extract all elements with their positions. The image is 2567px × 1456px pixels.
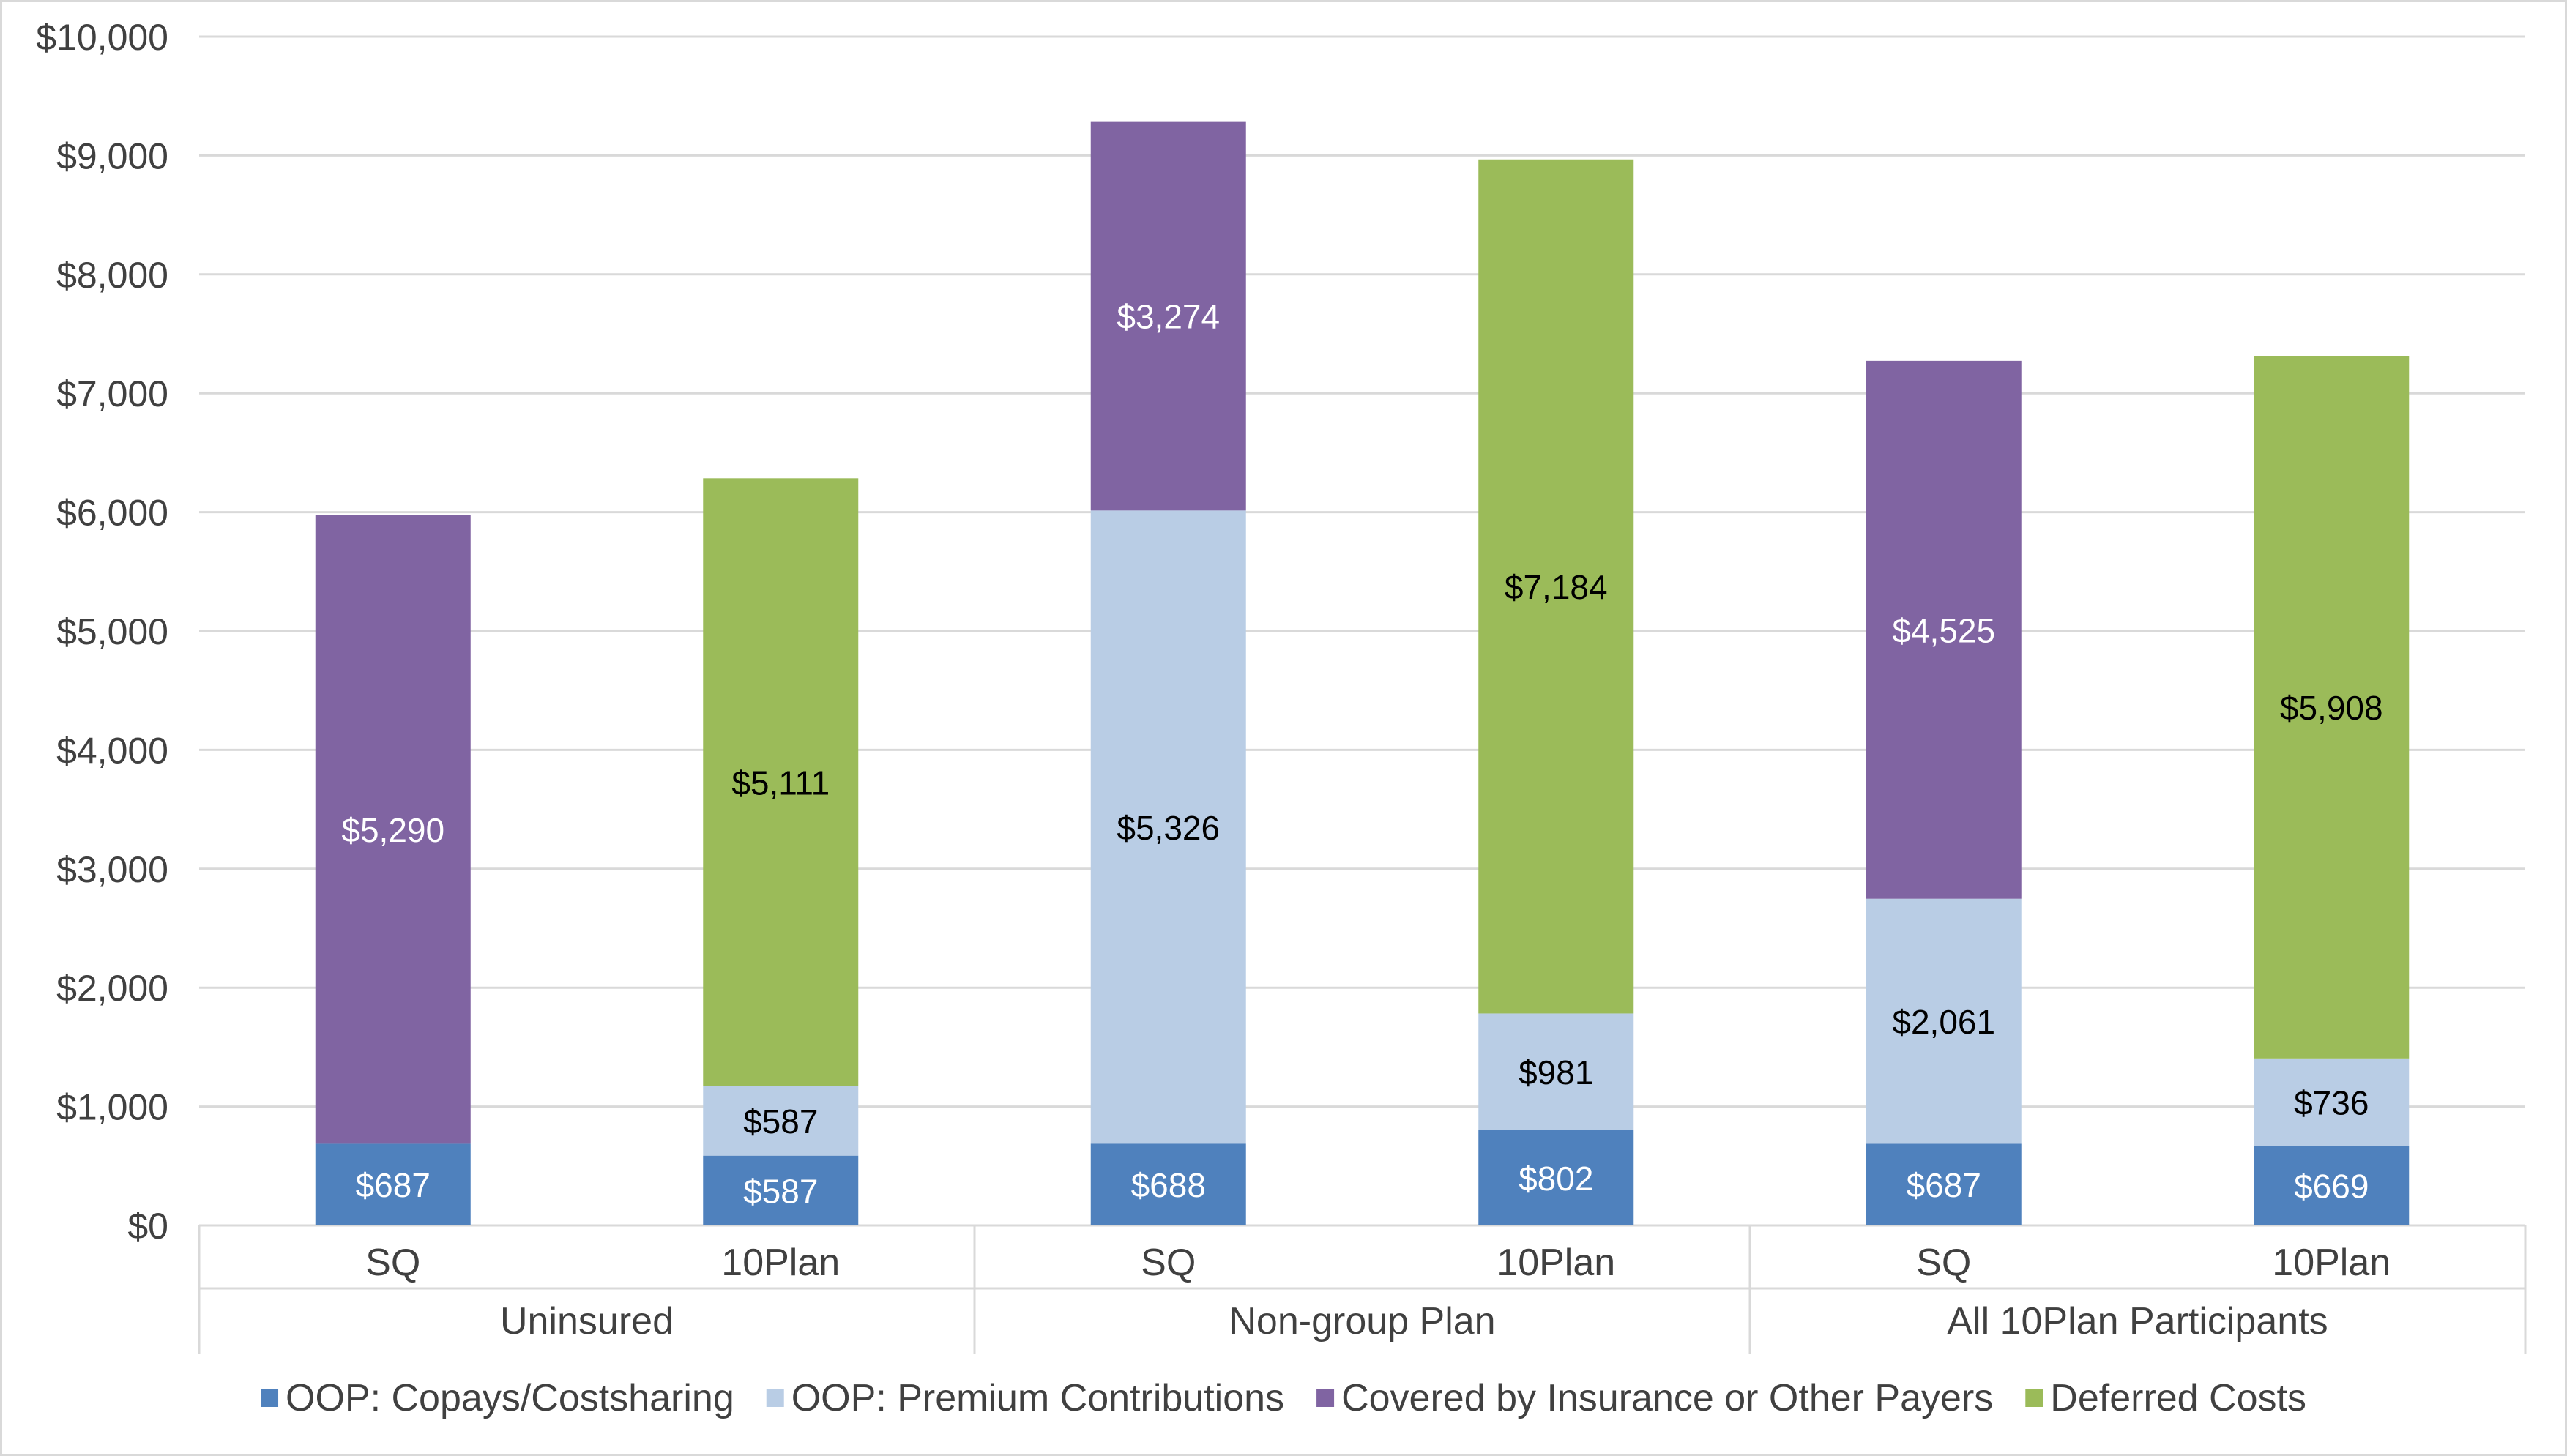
bar-data-label: $587 [743,1102,818,1140]
bar-segment [1090,1143,1246,1225]
bar-segment [2254,1058,2410,1146]
bar-segment [315,515,471,1144]
legend-label: Deferred Costs [2050,1377,2306,1419]
x-group-label: All 10Plan Participants [1947,1300,2328,1343]
x-group-label: Non-group Plan [1229,1300,1495,1343]
x-category-label: 10Plan [1497,1242,1615,1284]
bar-data-label: $687 [356,1166,431,1204]
x-category-label: SQ [1916,1242,1971,1284]
bar-segment [1866,360,2022,899]
bar-data-label: $3,274 [1117,297,1220,335]
y-tick-label: $3,000 [56,849,168,890]
x-category-label: 10Plan [721,1242,840,1284]
bar-segment [1478,159,1634,1014]
bar-data-label: $669 [2294,1168,2369,1206]
x-category-label: 10Plan [2272,1242,2391,1284]
bar-segment [1866,1143,2022,1225]
bar-segment [1090,121,1246,511]
y-tick-label: $4,000 [56,730,168,771]
y-tick-label: $7,000 [56,373,168,414]
y-tick-label: $5,000 [56,611,168,652]
y-tick-label: $10,000 [36,17,168,58]
bar-segment [1866,898,2022,1144]
x-category-label: SQ [1141,1242,1196,1284]
bar-segment [1090,510,1246,1144]
bar-segment [703,478,859,1086]
legend-swatch [1316,1389,1335,1407]
bar-segment [1478,1013,1634,1130]
bar-data-label: $4,525 [1892,611,1995,649]
bar-data-label: $5,111 [731,764,830,802]
bar-segment [315,1143,471,1225]
y-tick-label: $6,000 [56,493,168,534]
bar-data-label: $2,061 [1892,1003,1995,1041]
legend-swatch [261,1389,279,1407]
bar-segment [703,1155,859,1225]
bar-segment [2254,356,2410,1059]
bar-segment [2254,1146,2410,1225]
y-tick-label: $8,000 [56,255,168,296]
legend-swatch [2025,1389,2043,1407]
bar-data-label: $5,290 [341,811,444,849]
y-tick-label: $2,000 [56,968,168,1009]
legend-label: OOP: Premium Contributions [791,1377,1284,1419]
y-tick-label: $9,000 [56,135,168,176]
bar-segment [1478,1130,1634,1225]
bar-data-label: $587 [743,1172,818,1210]
x-category-label: SQ [365,1242,420,1284]
bar-data-label: $687 [1907,1166,1981,1204]
bar-data-label: $7,184 [1505,568,1608,606]
bar-data-label: $736 [2294,1084,2369,1122]
bar-segment [703,1086,859,1156]
bar-data-label: $5,326 [1117,809,1220,847]
bar-data-label: $5,908 [2280,689,2383,727]
legend-label: OOP: Copays/Costsharing [286,1377,734,1419]
legend-swatch [766,1389,784,1407]
y-tick-label: $1,000 [56,1087,168,1128]
legend-label: Covered by Insurance or Other Payers [1341,1377,1993,1419]
y-tick-label: $0 [127,1206,168,1247]
bar-data-label: $981 [1519,1053,1593,1091]
bar-data-label: $802 [1519,1160,1593,1198]
x-group-label: Uninsured [500,1300,674,1343]
bar-data-label: $688 [1131,1166,1206,1204]
